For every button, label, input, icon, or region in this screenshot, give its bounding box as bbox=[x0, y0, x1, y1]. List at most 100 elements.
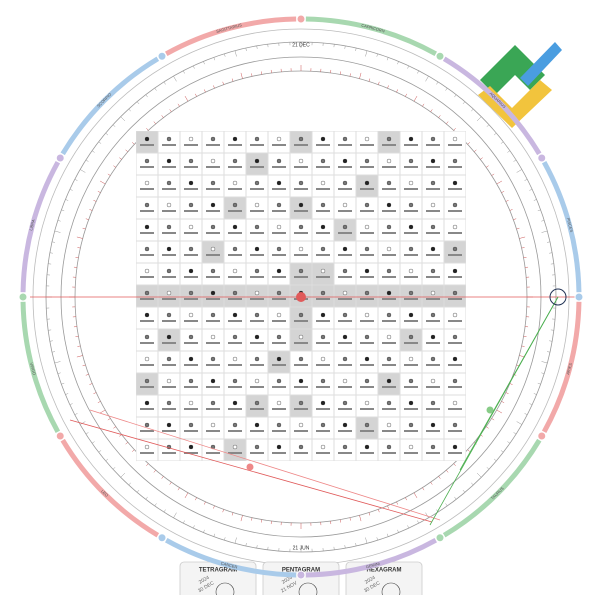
tick bbox=[213, 85, 215, 89]
tick bbox=[240, 515, 243, 522]
grid-cell bbox=[224, 285, 246, 307]
grid-cell bbox=[158, 417, 180, 439]
grid-cell bbox=[136, 153, 158, 175]
moon-icon bbox=[254, 224, 260, 230]
tick bbox=[546, 241, 551, 243]
grid-cell bbox=[334, 197, 356, 219]
grid-cell bbox=[422, 373, 444, 395]
moon-icon bbox=[386, 334, 392, 340]
tick bbox=[387, 85, 389, 89]
grid-cell bbox=[356, 307, 378, 329]
grid-cell bbox=[378, 285, 400, 307]
cell-text bbox=[250, 364, 264, 366]
moon-icon bbox=[452, 224, 458, 230]
zodiac-label: LIBRA bbox=[28, 218, 36, 231]
moon-icon bbox=[144, 444, 150, 450]
cell-text bbox=[162, 188, 176, 190]
grid-cell bbox=[158, 219, 180, 241]
tick bbox=[161, 115, 164, 118]
grid-cell bbox=[202, 175, 224, 197]
tick bbox=[98, 450, 102, 453]
moon-icon bbox=[452, 202, 458, 208]
cell-text bbox=[140, 320, 154, 322]
moon-icon bbox=[232, 158, 238, 164]
cell-text bbox=[404, 254, 418, 256]
moon-icon bbox=[298, 268, 304, 274]
cell-text bbox=[360, 232, 374, 234]
moon-icon bbox=[276, 180, 282, 186]
green-line bbox=[459, 296, 559, 471]
cell-text bbox=[140, 210, 154, 212]
tick bbox=[61, 209, 65, 212]
zodiac-label: CANCER bbox=[220, 561, 238, 570]
tick bbox=[105, 132, 109, 136]
grid-cell bbox=[158, 285, 180, 307]
zodiac-arc bbox=[20, 161, 61, 293]
cell-text bbox=[206, 254, 220, 256]
tick bbox=[54, 361, 61, 364]
moon-icon bbox=[254, 202, 260, 208]
cell-text bbox=[250, 298, 264, 300]
moon-icon bbox=[276, 202, 282, 208]
grid-cell bbox=[224, 395, 246, 417]
grid-cell bbox=[246, 285, 268, 307]
cell-text bbox=[360, 452, 374, 454]
moon-icon bbox=[188, 444, 194, 450]
grid-cell bbox=[268, 373, 290, 395]
grid-cell bbox=[356, 219, 378, 241]
tick bbox=[413, 492, 418, 499]
grid-cell bbox=[224, 219, 246, 241]
tick bbox=[113, 426, 117, 429]
tick bbox=[521, 345, 525, 347]
grid-cell bbox=[422, 285, 444, 307]
cell-text bbox=[184, 232, 198, 234]
tick bbox=[222, 509, 224, 513]
tick bbox=[89, 383, 93, 385]
moon-icon bbox=[188, 334, 194, 340]
grid-cell bbox=[290, 439, 312, 461]
cell-text bbox=[272, 276, 286, 278]
moon-icon bbox=[254, 136, 260, 142]
grid-cell bbox=[312, 351, 334, 373]
ring-node bbox=[157, 533, 167, 543]
moon-icon bbox=[452, 334, 458, 340]
moon-icon bbox=[430, 422, 436, 428]
moon-icon bbox=[254, 158, 260, 164]
grid-cell bbox=[356, 373, 378, 395]
grid-cell bbox=[312, 285, 334, 307]
moon-icon bbox=[298, 444, 304, 450]
moon-icon bbox=[144, 422, 150, 428]
moon-icon bbox=[320, 268, 326, 274]
grid-cell bbox=[422, 307, 444, 329]
moon-icon bbox=[342, 136, 348, 142]
point bbox=[246, 463, 254, 471]
moon-icon bbox=[364, 444, 370, 450]
center-dot bbox=[296, 292, 306, 302]
moon-icon bbox=[452, 400, 458, 406]
tick bbox=[224, 537, 226, 541]
grid-cell bbox=[378, 241, 400, 263]
grid-cell bbox=[246, 439, 268, 461]
grid-cell bbox=[202, 285, 224, 307]
grid-cell bbox=[444, 197, 466, 219]
moon-icon bbox=[276, 356, 282, 362]
cell-text bbox=[184, 276, 198, 278]
zodiac-label: LEO bbox=[100, 489, 109, 498]
cell-text bbox=[426, 298, 440, 300]
tick bbox=[376, 537, 378, 541]
tick bbox=[396, 501, 399, 505]
moon-icon bbox=[166, 246, 172, 252]
moon-icon bbox=[232, 444, 238, 450]
grid-cell bbox=[422, 197, 444, 219]
moon-icon bbox=[254, 312, 260, 318]
cell-text bbox=[338, 298, 352, 300]
grid-cell bbox=[202, 373, 224, 395]
tick bbox=[112, 467, 116, 470]
grid-cell bbox=[356, 417, 378, 439]
moon-icon bbox=[210, 356, 216, 362]
red-line bbox=[69, 419, 433, 523]
moon-icon bbox=[320, 246, 326, 252]
tick bbox=[49, 252, 53, 254]
tick bbox=[349, 73, 351, 77]
grid-cell bbox=[158, 329, 180, 351]
